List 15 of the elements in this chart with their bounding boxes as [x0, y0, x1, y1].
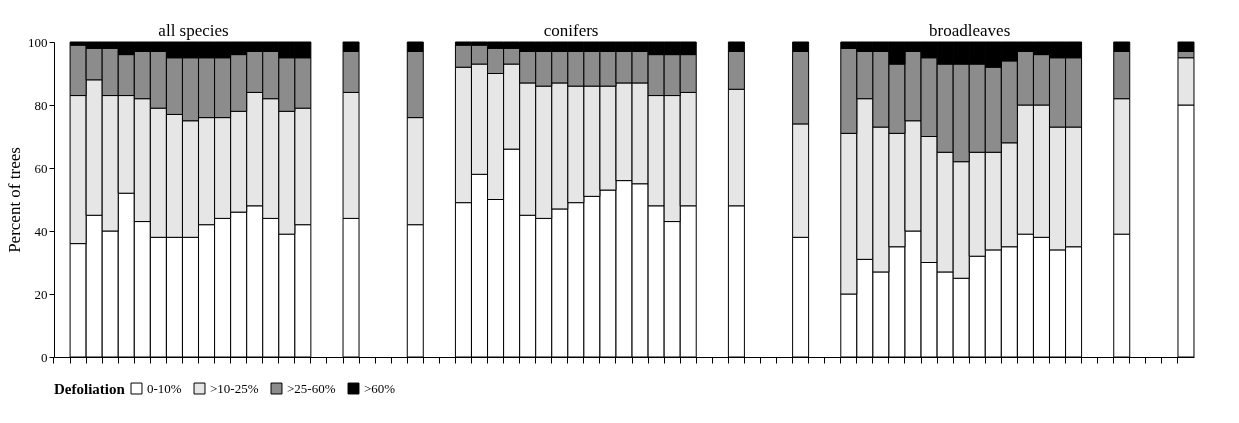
y-tick-label: 100	[28, 34, 48, 50]
legend-label: 0-10%	[147, 380, 182, 396]
text: broadleaves	[929, 21, 1011, 40]
y-tick-label: 80	[34, 97, 48, 113]
legend-label: >60%	[364, 380, 396, 396]
y-axis-title: Percent of trees	[5, 147, 24, 253]
legend-label: >25-60%	[287, 380, 336, 396]
text: all species	[158, 21, 229, 40]
y-tick-label: 20	[34, 286, 48, 302]
text: conifers	[543, 21, 599, 40]
y-tick-label: 0	[41, 349, 48, 365]
y-tick-label: 40	[34, 223, 48, 239]
legend-title: Defoliation	[54, 381, 126, 397]
legend-label: >10-25%	[210, 380, 259, 396]
y-tick-label: 60	[34, 160, 48, 176]
